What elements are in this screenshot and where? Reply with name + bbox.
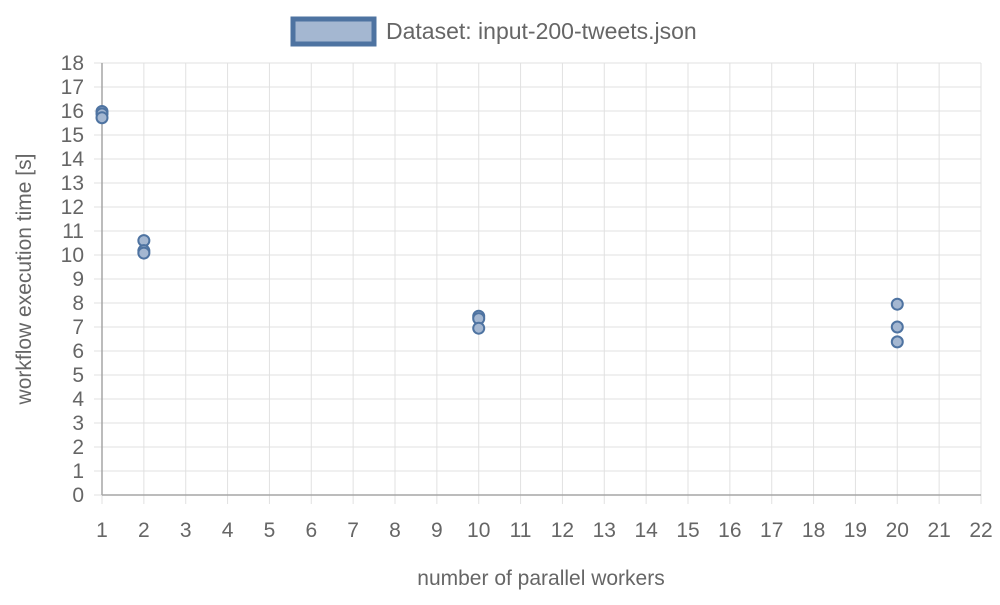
y-tick-label: 11 xyxy=(62,220,84,243)
y-tick-label: 14 xyxy=(61,148,85,171)
y-tick-label: 9 xyxy=(72,268,84,291)
y-tick-label: 13 xyxy=(61,172,84,195)
x-tick-label: 21 xyxy=(927,519,950,542)
y-tick-label: 18 xyxy=(61,52,84,75)
y-tick-label: 12 xyxy=(61,196,84,219)
data-point[interactable] xyxy=(890,320,904,334)
x-tick-label: 9 xyxy=(431,519,443,542)
x-tick-label: 4 xyxy=(222,519,234,542)
x-tick-label: 17 xyxy=(760,519,783,542)
x-tick-label: 1 xyxy=(96,519,108,542)
x-tick-label: 15 xyxy=(676,519,699,542)
x-axis-title: number of parallel workers xyxy=(417,567,664,590)
y-tick-label: 0 xyxy=(72,484,84,507)
x-tick-label: 13 xyxy=(593,519,616,542)
x-tick-label: 20 xyxy=(886,519,909,542)
y-tick-label: 7 xyxy=(72,316,84,339)
x-tick-label: 8 xyxy=(389,519,401,542)
x-tick-label: 18 xyxy=(802,519,825,542)
y-tick-label: 8 xyxy=(72,292,84,315)
y-tick-label: 15 xyxy=(61,124,84,147)
x-tick-label: 12 xyxy=(551,519,574,542)
x-tick-label: 19 xyxy=(844,519,867,542)
data-point[interactable] xyxy=(890,297,904,311)
grid xyxy=(94,62,982,504)
y-tick-label: 4 xyxy=(72,388,84,411)
x-tick-label: 7 xyxy=(347,519,359,542)
y-tick-label: 6 xyxy=(72,340,84,363)
y-tick-label: 17 xyxy=(61,76,84,99)
data-point[interactable] xyxy=(890,335,904,349)
x-tick-label: 10 xyxy=(467,519,490,542)
x-tick-label: 11 xyxy=(510,519,532,542)
x-tick-label: 16 xyxy=(718,519,741,542)
x-tick-label: 22 xyxy=(969,519,992,542)
data-points xyxy=(95,104,904,349)
y-tick-label: 10 xyxy=(61,244,84,267)
y-tick-label: 1 xyxy=(72,460,84,483)
legend[interactable]: Dataset: input-200-tweets.json xyxy=(290,16,697,47)
axes xyxy=(101,63,981,496)
y-tick-label: 16 xyxy=(61,100,84,123)
data-point[interactable] xyxy=(472,321,486,335)
x-tick-label: 14 xyxy=(634,519,658,542)
y-tick-label: 5 xyxy=(72,364,84,387)
y-tick-label: 3 xyxy=(72,412,84,435)
x-tick-label: 2 xyxy=(138,519,150,542)
x-tick-label: 5 xyxy=(264,519,276,542)
x-tick-label: 6 xyxy=(305,519,317,542)
data-point[interactable] xyxy=(137,246,151,260)
legend-swatch[interactable] xyxy=(290,16,377,47)
legend-label: Dataset: input-200-tweets.json xyxy=(386,18,697,44)
y-axis-title: workflow execution time [s] xyxy=(13,154,36,406)
x-tick-label: 3 xyxy=(180,519,192,542)
y-tick-label: 2 xyxy=(72,436,84,459)
data-point[interactable] xyxy=(95,111,109,125)
